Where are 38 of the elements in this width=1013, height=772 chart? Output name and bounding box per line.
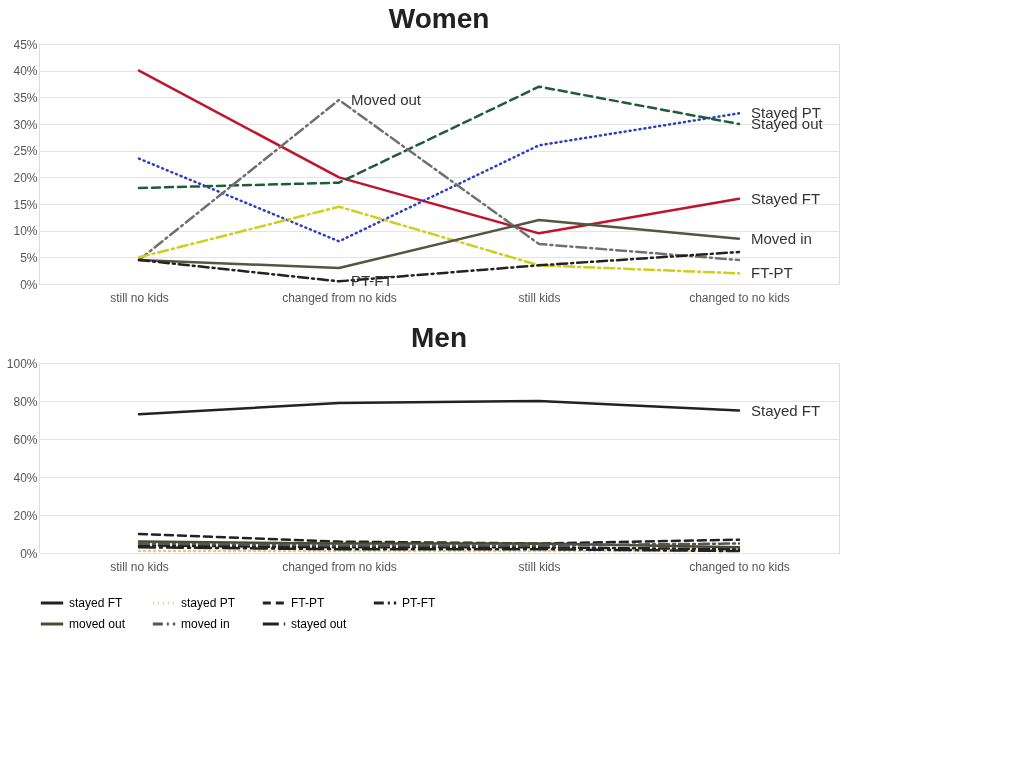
x-tick-label: changed to no kids xyxy=(689,559,790,574)
legend-label: stayed PT xyxy=(181,596,236,610)
y-tick-label: 0% xyxy=(20,277,38,292)
x-tick-label: changed from no kids xyxy=(282,290,397,305)
legend-label: moved out xyxy=(69,617,126,631)
y-tick-label: 40% xyxy=(13,470,38,485)
x-tick-label: changed to no kids xyxy=(689,290,790,305)
y-tick-label: 45% xyxy=(13,37,38,52)
x-tick-label: still no kids xyxy=(110,290,169,305)
legend-label: PT-FT xyxy=(402,596,436,610)
x-tick-label: still kids xyxy=(518,290,561,305)
y-tick-label: 25% xyxy=(13,144,38,159)
legend-label: stayed out xyxy=(291,617,348,631)
x-tick-label: still no kids xyxy=(110,559,169,574)
y-tick-label: 30% xyxy=(13,117,38,132)
legend-label: stayed FT xyxy=(69,596,124,610)
legend-label: FT-PT xyxy=(291,596,325,610)
annotation: Stayed FT xyxy=(751,401,821,419)
annotation: Stayed FT xyxy=(751,189,821,207)
y-tick-label: 20% xyxy=(13,170,38,185)
annotation: Moved in xyxy=(751,229,812,247)
x-tick-label: still kids xyxy=(518,559,561,574)
y-tick-label: 100% xyxy=(6,356,38,371)
y-tick-label: 80% xyxy=(13,394,38,409)
annotation: Moved out xyxy=(351,91,422,108)
y-tick-label: 5% xyxy=(20,250,38,265)
y-tick-label: 0% xyxy=(20,546,38,561)
y-tick-label: 40% xyxy=(13,64,38,79)
y-tick-label: 60% xyxy=(13,432,38,447)
legend-label: moved in xyxy=(181,617,230,631)
y-tick-label: 35% xyxy=(13,90,38,105)
annotation: FT-PT xyxy=(751,264,793,282)
x-tick-label: changed from no kids xyxy=(282,559,397,574)
y-tick-label: 15% xyxy=(13,197,38,212)
chart-title: Women xyxy=(388,3,490,34)
y-tick-label: 20% xyxy=(13,508,38,523)
y-tick-label: 10% xyxy=(13,224,38,239)
chart-title: Men xyxy=(411,322,467,353)
